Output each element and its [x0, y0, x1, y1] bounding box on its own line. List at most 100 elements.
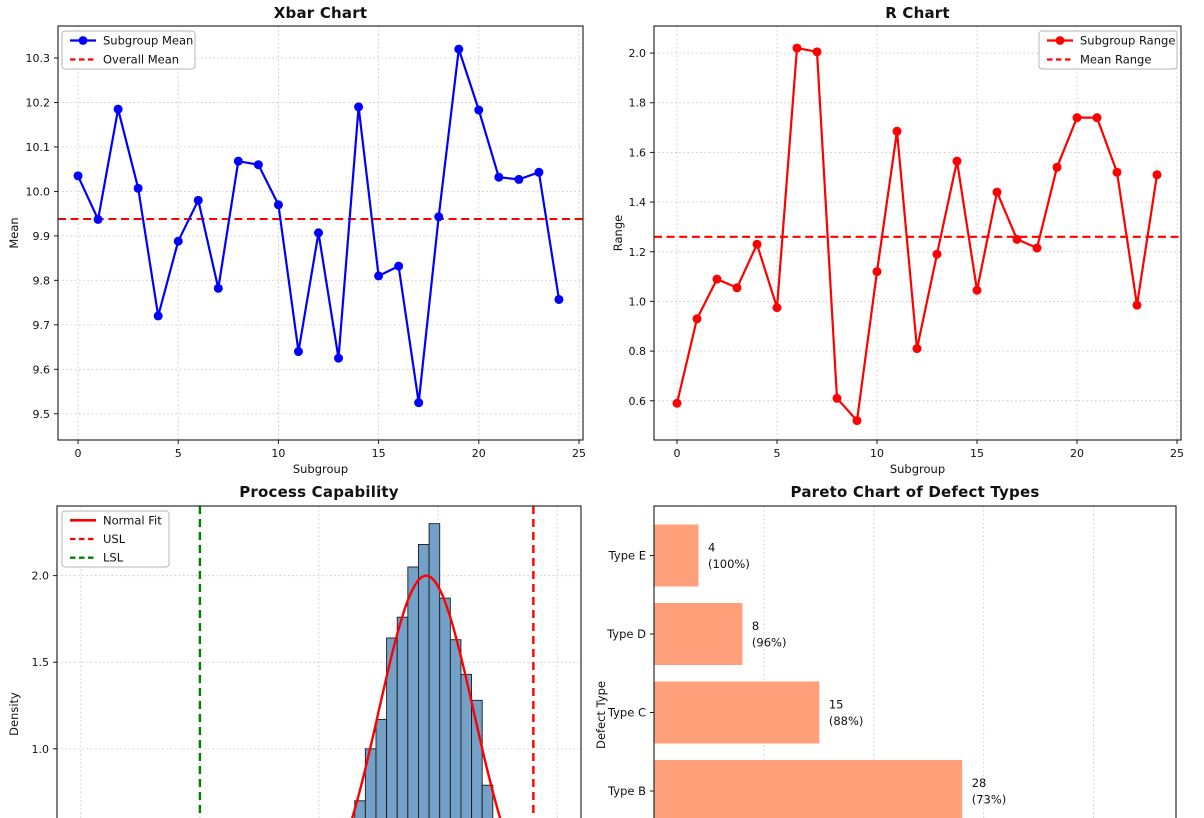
svg-text:Type E: Type E: [608, 549, 646, 563]
svg-text:1.5: 1.5: [32, 656, 50, 669]
svg-text:20: 20: [1070, 447, 1084, 460]
histogram-bar: [396, 616, 409, 818]
xbar-data-point: [73, 171, 83, 181]
xbar-data-point: [153, 311, 163, 321]
svg-text:USL: USL: [103, 532, 126, 546]
rchart-data-point: [912, 344, 922, 354]
rchart-tick-labels: 0 5 10 15 20 25 0.6 0.8 1.0 1.2 1.4 1.6 1.8 2.0: [629, 47, 1185, 460]
svg-text:15: 15: [970, 447, 984, 460]
rchart-data-point: [812, 47, 822, 57]
rchart-data-point: [932, 249, 942, 259]
svg-text:9.6: 9.6: [33, 363, 51, 376]
xbar-data-point: [354, 102, 364, 112]
svg-text:(88%): (88%): [829, 714, 864, 728]
r-xaxis-label: Subgroup: [889, 462, 946, 476]
capability-legend: Normal Fit USL LSL: [61, 510, 170, 568]
rchart-data-point: [672, 398, 682, 408]
pareto-yaxis-label: Defect Type: [594, 681, 608, 749]
histogram-bar: [449, 639, 462, 818]
xbar-data-point: [273, 200, 283, 210]
svg-text:(96%): (96%): [752, 636, 787, 650]
rchart-data-point: [892, 126, 902, 136]
xbar-data-point: [253, 160, 263, 170]
capability-series: [198, 506, 535, 818]
rchart-data-point: [732, 283, 742, 293]
svg-text:10.0: 10.0: [26, 185, 51, 198]
svg-text:Type B: Type B: [607, 784, 646, 798]
svg-text:Overall Mean: Overall Mean: [103, 53, 179, 67]
svg-text:(100%): (100%): [708, 557, 750, 571]
svg-text:10.3: 10.3: [26, 52, 51, 65]
svg-text:Subgroup Range: Subgroup Range: [1080, 34, 1175, 48]
svg-text:0: 0: [75, 447, 82, 460]
svg-text:0: 0: [674, 447, 681, 460]
pareto-plot-frame: [653, 505, 1177, 818]
svg-text:LSL: LSL: [103, 551, 124, 565]
rchart-data-point: [792, 43, 802, 53]
svg-text:1.2: 1.2: [629, 246, 647, 259]
rchart-gridlines: [654, 26, 1181, 440]
svg-text:(73%): (73%): [972, 793, 1007, 807]
rchart-data-point: [972, 285, 982, 295]
svg-text:15: 15: [829, 698, 844, 712]
svg-text:5: 5: [774, 447, 781, 460]
xbar-legend: Subgroup Mean Overall Mean: [61, 30, 196, 70]
pareto-chart-svg: 4(100%)8(96%)15(88%)28(73%)10203040Type …: [606, 505, 1177, 818]
histogram-bar: [471, 699, 483, 818]
xbar-chart-title: Xbar Chart: [273, 4, 368, 22]
svg-text:Mean Range: Mean Range: [1080, 53, 1151, 67]
xbar-data-point: [133, 183, 143, 193]
rchart-data-point: [712, 274, 722, 284]
svg-text:2.0: 2.0: [629, 47, 647, 60]
rchart-data-point: [1152, 170, 1162, 180]
histogram-bar: [418, 543, 430, 818]
capability-tick-labels: 8.59.09.510.010.50.51.01.52.0: [32, 570, 57, 756]
xbar-data-point: [113, 104, 123, 114]
pareto-bar: [654, 760, 963, 818]
xbar-gridlines: [58, 26, 583, 440]
svg-text:Subgroup Mean: Subgroup Mean: [103, 34, 193, 48]
svg-text:10.2: 10.2: [26, 96, 51, 109]
svg-text:9.9: 9.9: [33, 230, 51, 243]
r-chart-title: R Chart: [885, 4, 950, 22]
svg-text:10: 10: [271, 447, 285, 460]
rchart-data-point: [692, 314, 702, 324]
svg-text:2.0: 2.0: [32, 570, 50, 583]
xbar-data-point: [494, 172, 504, 182]
pareto-bar: [654, 524, 699, 587]
xbar-data-point: [554, 294, 564, 304]
pareto-series: 4 (100%) 8 (96%) 15 (88%) 28 (73%): [654, 524, 1007, 818]
histogram-bar: [428, 523, 441, 818]
r-chart-svg: 0 5 10 15 20 25 0.6 0.8 1.0 1.2 1.4 1.6 1.8 2.0 Subgro…: [629, 25, 1185, 460]
xbar-data-point: [233, 156, 243, 166]
xbar-data-point: [93, 214, 103, 224]
svg-text:Type C: Type C: [607, 706, 646, 720]
svg-text:4: 4: [708, 541, 715, 555]
xbar-data-point: [334, 353, 344, 363]
xbar-series: [58, 44, 583, 408]
histogram-bar: [354, 800, 366, 818]
rchart-plot-frame: [653, 25, 1182, 441]
rchart-data-point: [1132, 300, 1142, 310]
rchart-data-point: [992, 187, 1002, 197]
rchart-data-point: [1032, 243, 1042, 253]
pareto-bar: [654, 603, 743, 665]
svg-text:Normal Fit: Normal Fit: [103, 513, 162, 527]
xbar-data-point: [313, 228, 323, 238]
svg-text:5: 5: [175, 447, 182, 460]
rchart-data-point: [1052, 162, 1062, 172]
svg-text:10.1: 10.1: [26, 141, 51, 154]
svg-text:1.4: 1.4: [629, 196, 647, 209]
xbar-data-point: [474, 105, 484, 115]
xbar-data-point: [434, 212, 444, 222]
xbar-chart-svg: 0 5 10 15 20 25 9.5 9.6 9.7 9.8 9.9 10.0 10.1 10.2 10.…: [26, 25, 586, 460]
svg-text:1.8: 1.8: [629, 97, 647, 110]
xbar-data-point: [193, 195, 203, 205]
svg-text:Type D: Type D: [606, 627, 646, 641]
xbar-data-point: [414, 398, 424, 408]
rchart-data-point: [852, 416, 862, 426]
histogram-bar: [375, 718, 388, 818]
rchart-legend: Subgroup Range Mean Range: [1038, 30, 1178, 70]
